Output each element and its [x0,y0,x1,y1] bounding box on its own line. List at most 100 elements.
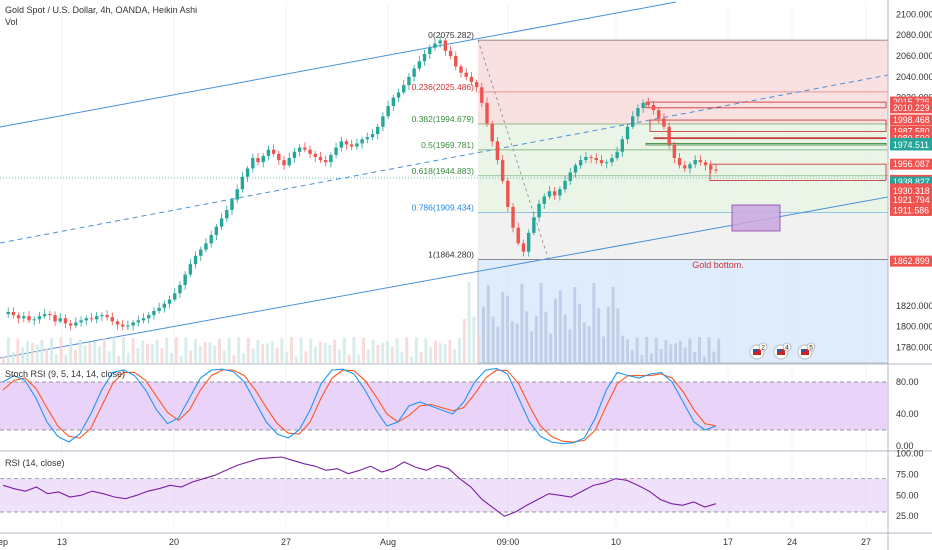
volume-bar [496,326,500,363]
event-flag-icon [777,349,785,355]
volume-bar [141,340,145,363]
volume-bar [558,290,562,363]
price-tag-label: 1921.794 [893,195,930,205]
volume-bar [458,337,461,363]
candle-body [662,118,666,127]
volume-bar [290,337,293,363]
volume-bar [592,283,596,363]
candle-body [37,316,42,320]
stoch-y-tick-label: 80.00 [896,377,919,387]
volume-bar [448,339,452,363]
candle-body [240,176,245,190]
retracement-line [477,39,549,259]
candle-body [610,158,614,163]
volume-bar [414,337,418,363]
volume-bar [11,351,15,363]
candle-body [667,126,671,145]
volume-bar [434,340,437,363]
candle-body [339,141,343,148]
candle-body [526,232,531,252]
candle-body [303,147,307,150]
fib-level-label: 0.5(1969.781) [421,140,474,150]
price-tag [890,176,932,188]
volume-bar [443,344,447,363]
volume-bar [506,295,509,363]
candle-body [22,316,26,319]
volume-bar [299,337,303,363]
volume-bar [69,337,73,363]
candle-body [563,180,567,190]
candle-body [329,154,333,163]
candle-body [110,317,114,322]
volume-bar [136,347,140,363]
volume-bar [602,336,605,363]
candle-body [568,172,572,181]
candle-body [365,137,370,140]
candle-body [688,164,692,169]
volume-bar [376,344,380,363]
support-box [709,163,887,181]
forecast-region [478,259,888,363]
fib-level-label: 0.382(1994.679) [412,114,475,124]
candle-body [313,153,317,157]
candle-body [428,47,432,54]
volume-bar [117,356,121,363]
candle-body [178,284,182,294]
x-axis-tick-label: 13 [57,537,67,547]
event-count-label: 2 [761,345,765,352]
rsi-line [2,456,717,517]
price-tag [890,125,932,137]
volume-bar [472,316,476,363]
price-tag-label: 1998.468 [893,115,930,125]
volume-bar [515,323,519,363]
volume-bar [227,337,231,363]
candle-body [396,92,401,98]
candle-body [615,151,619,159]
fib-level-label: 0(2075.282) [428,30,474,40]
volume-bar [381,342,385,363]
candle-body [521,243,526,252]
volume-bar [486,285,490,363]
candle-body [631,116,635,127]
candle-body [542,196,546,204]
candle-body [537,203,541,218]
candle-body [495,141,500,161]
volume-bar [674,343,677,363]
channel-mid-line [0,74,889,244]
candle-body [391,97,396,106]
volume-bar [477,333,481,363]
volume-bar [6,337,10,363]
volume-bar [270,340,274,363]
volume-bar [621,335,625,363]
event-count-label: 4 [785,345,789,352]
volume-bar [26,341,29,363]
volume-bar [213,345,217,363]
resistance-box [645,101,887,109]
price-tag-label: 2015.726 [893,97,930,107]
candle-body [344,141,349,145]
volume-bar [616,308,620,363]
volume-bar [54,354,58,363]
stoch-y-tick-label: 0.00 [896,441,914,451]
volume-bar [74,349,77,363]
fib-zone [478,175,888,213]
volume-bar [400,351,404,363]
candle-body [152,310,156,316]
candle-body [693,160,697,165]
price-tag [890,114,932,126]
event-flag-icon [801,349,805,352]
price-tag [890,185,932,197]
volume-bar [563,314,567,363]
volume-bar [664,339,668,363]
fib-level-label: 0.236(2025.486) [412,82,475,92]
candle-body [162,303,167,308]
candle-body [204,243,208,250]
y-axis-tick-label: 1800.000 [896,322,932,332]
x-axis-tick-label: 27 [861,537,871,547]
candle-body [599,160,604,164]
fib-level-label: 0.786(1909.434) [412,203,475,213]
candle-body [209,235,213,244]
volume-bar [222,350,226,363]
